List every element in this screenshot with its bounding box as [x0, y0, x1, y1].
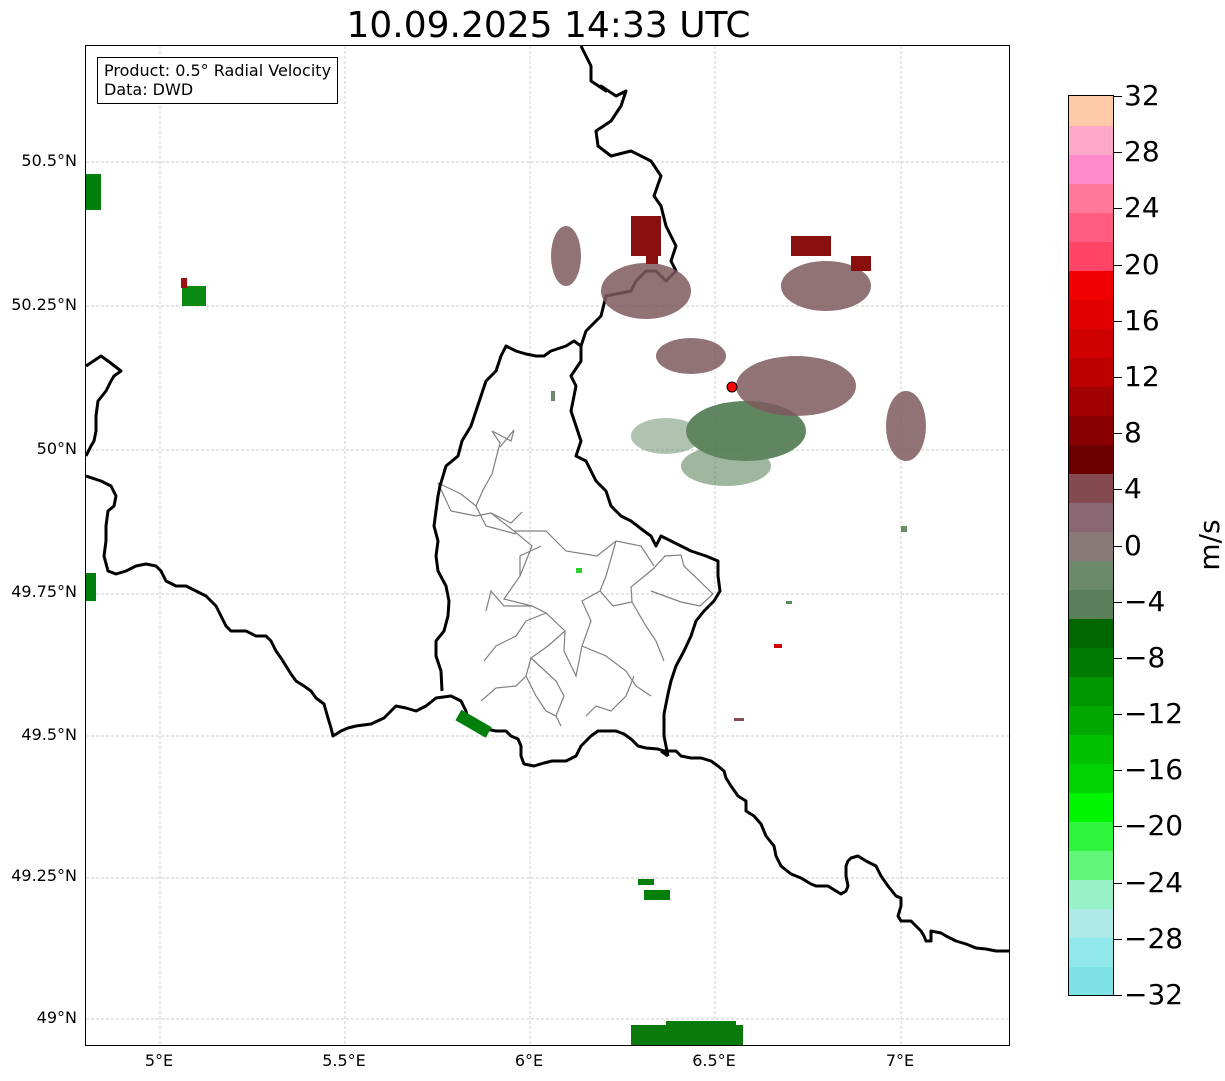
- gridlines: [86, 46, 1009, 1045]
- colorbar-tick-label: −4: [1124, 584, 1166, 618]
- colorbar-tick: [1114, 657, 1122, 659]
- colorbar-segment: [1069, 966, 1113, 995]
- colorbar-segment: [1069, 792, 1113, 822]
- colorbar-tick: [1114, 433, 1122, 435]
- colorbar-tick-label: 24: [1124, 191, 1160, 225]
- colorbar-segment: [1069, 850, 1113, 880]
- lon-label-6: 6°E: [514, 1051, 544, 1070]
- colorbar-segment: [1069, 386, 1113, 416]
- colorbar-tick-label: 12: [1124, 359, 1160, 393]
- colorbar-segment: [1069, 96, 1113, 126]
- data-source-label: Data: DWD: [104, 80, 194, 99]
- lat-label-49-25: 49.25°N: [11, 866, 77, 885]
- colorbar-segment: [1069, 908, 1113, 938]
- colorbar-tick-label: 0: [1124, 528, 1142, 562]
- map-canvas: [86, 46, 1009, 1045]
- national-borders: [86, 46, 1009, 953]
- colorbar-tick: [1114, 208, 1122, 210]
- colorbar-tick: [1114, 545, 1122, 547]
- colorbar-segment: [1069, 270, 1113, 300]
- colorbar-tick-label: −24: [1124, 865, 1184, 899]
- colorbar-tick-label: 4: [1124, 472, 1142, 506]
- colorbar-segment: [1069, 415, 1113, 445]
- colorbar-segment: [1069, 821, 1113, 851]
- colorbar-tick-label: 16: [1124, 303, 1160, 337]
- colorbar-segment: [1069, 241, 1113, 271]
- colorbar-tick: [1114, 264, 1122, 266]
- colorbar-segment: [1069, 473, 1113, 503]
- lat-label-49-5: 49.5°N: [21, 725, 77, 744]
- lat-label-49-75: 49.75°N: [11, 582, 77, 601]
- colorbar-tick-label: −16: [1124, 753, 1184, 787]
- info-box: Product: 0.5° Radial Velocity Data: DWD: [97, 57, 339, 104]
- colorbar-tick-label: 8: [1124, 416, 1142, 450]
- colorbar-tick: [1114, 826, 1122, 828]
- colorbar-tick: [1114, 376, 1122, 378]
- lon-label-5: 5°E: [144, 1051, 174, 1070]
- colorbar-tick-label: −20: [1124, 809, 1184, 843]
- chart-title: 10.09.2025 14:33 UTC: [346, 5, 751, 46]
- colorbar-tick: [1114, 882, 1122, 884]
- colorbar-segment: [1069, 734, 1113, 764]
- colorbar-segment: [1069, 589, 1113, 619]
- colorbar-tick: [1114, 489, 1122, 491]
- lon-label-6-5: 6.5°E: [692, 1051, 736, 1070]
- colorbar-segment: [1069, 212, 1113, 242]
- colorbar-tick-label: −32: [1124, 978, 1184, 1011]
- colorbar-tick: [1114, 770, 1122, 772]
- lat-label-50: 50°N: [36, 439, 77, 458]
- colorbar-tick-label: 28: [1124, 135, 1160, 169]
- colorbar-segment: [1069, 763, 1113, 793]
- lon-label-7: 7°E: [885, 1051, 915, 1070]
- colorbar-segment: [1069, 125, 1113, 155]
- colorbar-tick: [1114, 714, 1122, 716]
- lat-label-50-5: 50.5°N: [21, 151, 77, 170]
- colorbar-segment: [1069, 647, 1113, 677]
- canton-boundaries: [437, 429, 714, 727]
- colorbar-tick: [1114, 995, 1122, 996]
- colorbar-segment: [1069, 299, 1113, 329]
- radar-echoes: [86, 174, 926, 1045]
- radar-site-marker: [726, 381, 738, 393]
- colorbar-segment: [1069, 502, 1113, 532]
- colorbar-tick: [1114, 320, 1122, 322]
- colorbar-tick: [1114, 601, 1122, 603]
- colorbar-segment: [1069, 879, 1113, 909]
- lat-label-50-25: 50.25°N: [11, 295, 77, 314]
- colorbar-segment: [1069, 937, 1113, 967]
- colorbar-tick-label: −12: [1124, 697, 1184, 731]
- colorbar-segment: [1069, 357, 1113, 387]
- map-area[interactable]: [85, 45, 1010, 1046]
- lon-label-5-5: 5.5°E: [322, 1051, 366, 1070]
- colorbar-tick-label: 32: [1124, 79, 1160, 112]
- colorbar-segment: [1069, 705, 1113, 735]
- colorbar-segment: [1069, 444, 1113, 474]
- colorbar-tick: [1114, 938, 1122, 940]
- colorbar-segment: [1069, 560, 1113, 590]
- lat-label-49: 49°N: [36, 1008, 77, 1027]
- colorbar-tick-label: −8: [1124, 640, 1166, 674]
- colorbar-segment: [1069, 154, 1113, 184]
- colorbar-segment: [1069, 183, 1113, 213]
- colorbar-segment: [1069, 676, 1113, 706]
- colorbar-tick: [1114, 96, 1122, 97]
- velocity-colorbar: [1068, 95, 1114, 996]
- colorbar-segment: [1069, 328, 1113, 358]
- colorbar-segment: [1069, 618, 1113, 648]
- colorbar-unit-label: m/s: [1193, 519, 1225, 571]
- colorbar-tick-label: −28: [1124, 921, 1184, 955]
- colorbar-segment: [1069, 531, 1113, 561]
- colorbar-tick: [1114, 152, 1122, 154]
- product-label: Product: 0.5° Radial Velocity: [104, 61, 332, 80]
- colorbar-tick-label: 20: [1124, 247, 1160, 281]
